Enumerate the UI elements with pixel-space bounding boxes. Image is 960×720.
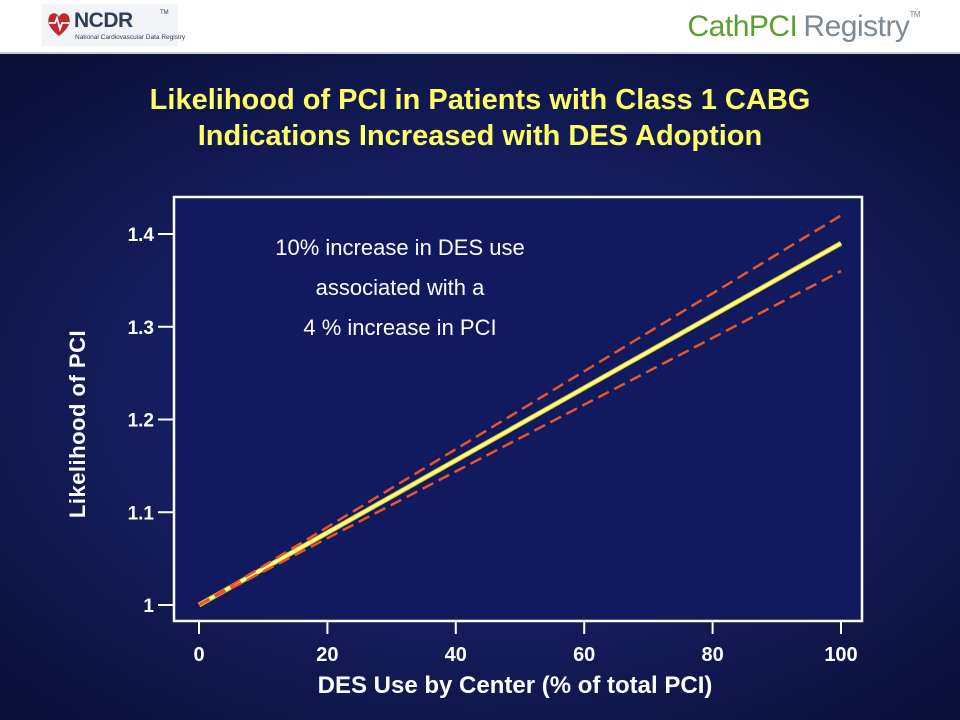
y-tick-label: 1.4 bbox=[128, 225, 155, 246]
x-tick-label: 100 bbox=[824, 644, 857, 666]
registry-brand-b: Registry bbox=[803, 10, 910, 43]
y-tick-label: 1.3 bbox=[128, 318, 154, 339]
slide-title: Likelihood of PCI in Patients with Class… bbox=[0, 82, 960, 154]
ncdr-subtitle: National Cardiovascular Data Registry bbox=[75, 34, 186, 41]
annotation-line-2: associated with a bbox=[315, 275, 485, 300]
x-tick-label: 60 bbox=[573, 644, 595, 666]
ncdr-logo: NCDR TM National Cardiovascular Data Reg… bbox=[42, 4, 185, 46]
ci-dashed-line bbox=[198, 269, 842, 607]
annotation-line-3: 4 % increase in PCI bbox=[303, 315, 497, 340]
slide-title-line-1: Likelihood of PCI in Patients with Class… bbox=[149, 84, 811, 116]
x-tick-label: 0 bbox=[193, 644, 204, 666]
main-solid-line bbox=[198, 241, 842, 607]
ncdr-logo-text: NCDR bbox=[74, 9, 133, 32]
slide-title-line-2: Indications Increased with DES Adoption bbox=[197, 120, 763, 152]
x-tick-label: 20 bbox=[316, 644, 338, 666]
cathpci-registry-logo: CathPCI RegistryTM bbox=[687, 10, 921, 44]
registry-brand-a: CathPCI bbox=[687, 10, 798, 43]
y-tick-label: 1.1 bbox=[128, 503, 155, 524]
heart-icon bbox=[48, 13, 70, 36]
x-tick-label: 80 bbox=[701, 644, 723, 666]
registry-tm: TM bbox=[909, 10, 920, 19]
ncdr-tm: TM bbox=[160, 10, 169, 16]
plot-frame bbox=[172, 195, 864, 623]
header-bar: NCDR TM National Cardiovascular Data Reg… bbox=[0, 0, 960, 54]
annotation-line-1: 10% increase in DES use bbox=[275, 235, 525, 260]
x-axis-label: DES Use by Center (% of total PCI) bbox=[317, 672, 713, 699]
y-axis-label: Likelihood of PCI bbox=[65, 329, 90, 519]
x-tick-label: 40 bbox=[445, 644, 467, 666]
y-tick-label: 1 bbox=[143, 596, 154, 617]
chart-annotation: 10% increase in DES use associated with … bbox=[200, 228, 600, 348]
y-tick-label: 1.2 bbox=[128, 411, 154, 432]
